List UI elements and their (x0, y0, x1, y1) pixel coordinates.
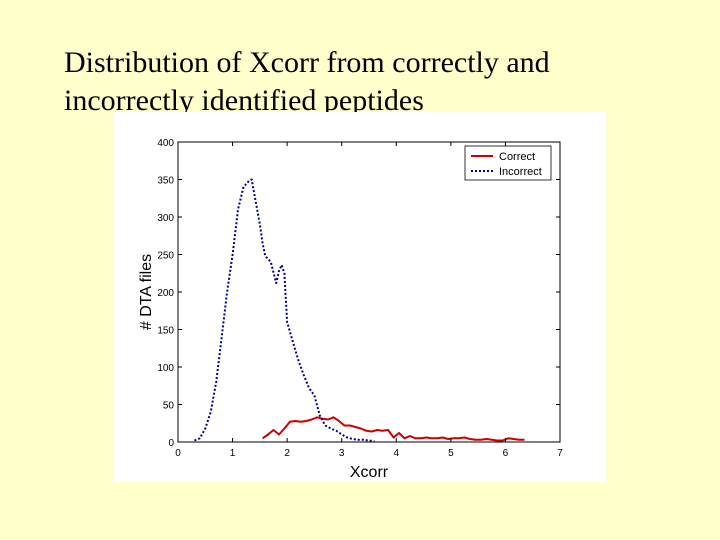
title-line-2: incorrectly identified peptides (64, 84, 424, 117)
xcorr-chart: 0 1 2 3 4 5 6 7 0 50 100 150 200 250 300 350 400 Xcorr #… (138, 138, 563, 481)
x-tick-label: 3 (339, 448, 345, 459)
legend-label-correct: Correct (499, 151, 535, 163)
y-tick-label: 250 (157, 251, 174, 262)
series-line-incorrect (194, 178, 375, 443)
series-line-correct (262, 416, 525, 442)
y-tick-label: 200 (157, 288, 174, 299)
y-axis-label: # DTA files (138, 254, 155, 330)
x-tick-label: 0 (175, 448, 181, 459)
x-tick-label: 4 (394, 448, 400, 459)
legend-box (464, 145, 552, 181)
x-tick-label: 6 (503, 448, 509, 459)
slide-title: Distribution of Xcorr from correctly and… (64, 44, 704, 120)
y-tick-label: 100 (157, 363, 174, 374)
title-line-1: Distribution of Xcorr from correctly and (64, 46, 550, 79)
y-tick-label: 50 (163, 401, 175, 412)
legend-label-incorrect: Incorrect (499, 166, 542, 178)
y-tick-label: 0 (168, 438, 174, 449)
x-axis-label: Xcorr (350, 464, 389, 481)
legend: Correct Incorrect (464, 145, 552, 181)
y-tick-label: 300 (157, 213, 174, 224)
x-tick-label: 1 (230, 448, 236, 459)
x-tick-label: 5 (448, 448, 454, 459)
y-tick-label: 150 (157, 326, 174, 337)
y-tick-label: 350 (157, 176, 174, 187)
chart-panel: 0 1 2 3 4 5 6 7 0 50 100 150 200 250 300 350 400 Xcorr #… (114, 112, 606, 482)
x-tick-label: 2 (284, 448, 290, 459)
y-tick-label: 400 (157, 138, 174, 149)
plot-area (177, 141, 561, 443)
chart-marks (194, 178, 525, 443)
axis-ticks: 0 1 2 3 4 5 6 7 0 50 100 150 200 250 300 350 400 (157, 138, 563, 459)
x-tick-label: 7 (557, 448, 563, 459)
